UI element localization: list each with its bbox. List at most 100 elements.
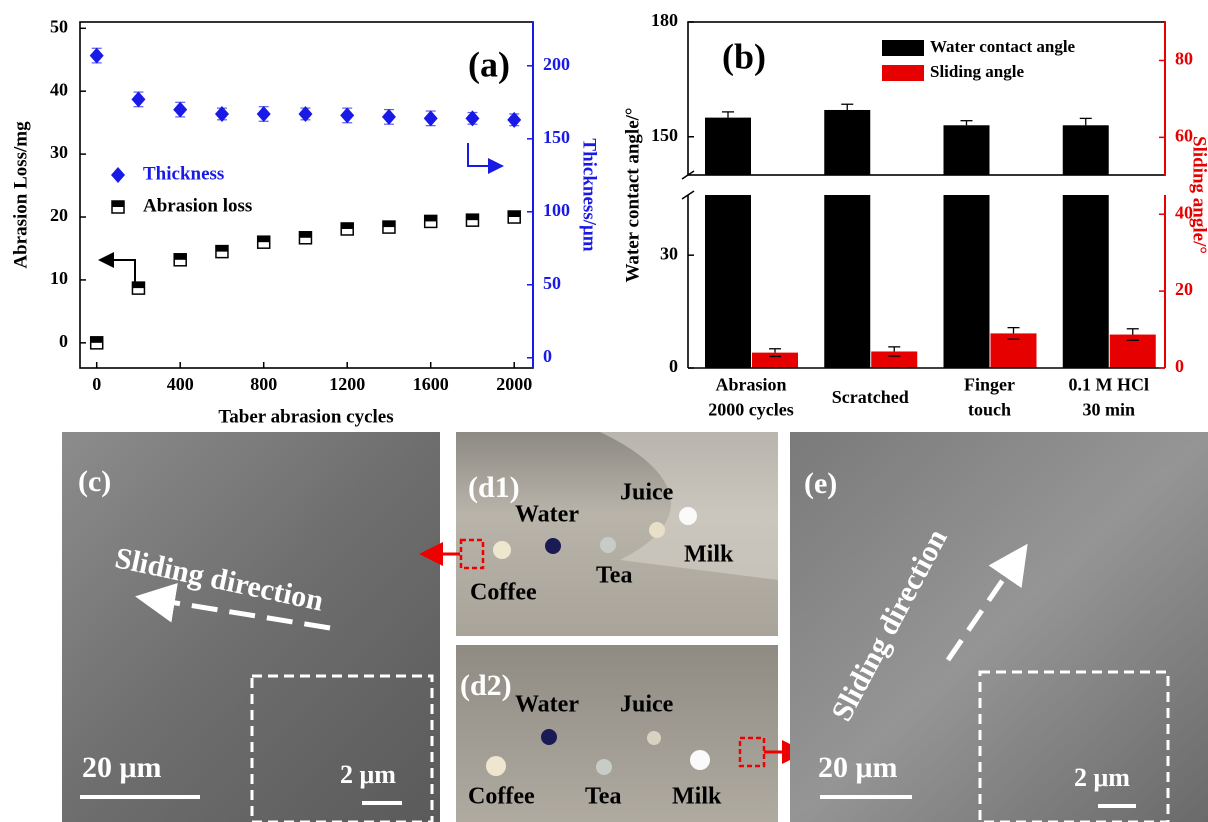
y-tick-label: 40 <box>50 79 68 99</box>
x-tick-label: 0.1 M HCl <box>1069 375 1150 395</box>
marker <box>382 109 396 125</box>
y-tick-label: 0 <box>669 356 678 376</box>
marker-fill <box>216 246 228 252</box>
y2-tick-label: 150 <box>543 127 570 147</box>
bar <box>752 353 798 368</box>
y-axis-label: Water contact angle/° <box>622 107 643 282</box>
liquid-label: Water <box>515 692 579 718</box>
marker-fill <box>174 254 186 260</box>
droplet <box>600 537 616 553</box>
liquid-label: Juice <box>620 480 674 506</box>
panel-label: (a) <box>468 44 510 84</box>
legend-label: Water contact angle <box>930 37 1076 56</box>
axis-break-gap <box>684 175 1169 195</box>
x-tick-label: 2000 <box>496 374 532 394</box>
x-tick-label: 2000 cycles <box>708 400 793 420</box>
marker-fill <box>466 214 478 220</box>
panel-label: (d1) <box>468 471 520 504</box>
panel-label: (c) <box>78 465 111 498</box>
y-tick-label: 10 <box>50 268 68 288</box>
marker <box>90 48 104 64</box>
droplet <box>545 538 561 554</box>
y-tick-label: 50 <box>50 16 68 36</box>
y-axis-label: Abrasion Loss/mg <box>10 121 31 269</box>
legend-label: Thickness <box>143 163 224 184</box>
y-tick-label: 30 <box>660 243 678 263</box>
legend-swatch <box>882 40 924 56</box>
legend-label: Sliding angle <box>930 62 1024 81</box>
bar <box>824 110 870 368</box>
error-bar <box>722 112 734 118</box>
y2-tick-label: 50 <box>543 273 561 293</box>
figure: (c) Sliding direction 20 μm 2 μm (d1) Wa… <box>0 0 1208 822</box>
marker-fill <box>341 223 353 229</box>
liquid-label: Juice <box>620 692 674 718</box>
panel-d2: (d2) Water Juice Coffee Tea Milk <box>456 645 800 822</box>
bar <box>944 125 990 368</box>
x-tick-label: 1600 <box>413 374 449 394</box>
y2-axis-label: Thickness/μm <box>579 138 600 251</box>
x-tick-label: Scratched <box>832 387 909 407</box>
bar <box>871 351 917 368</box>
marker-fill <box>425 215 437 221</box>
droplet <box>647 731 661 745</box>
liquid-label: Tea <box>585 784 621 810</box>
panel-label: (b) <box>722 36 766 76</box>
y2-axis-label: Sliding angle/° <box>1189 136 1208 254</box>
error-bar <box>1080 118 1092 125</box>
marker <box>257 106 271 122</box>
x-tick-label: 0 <box>92 374 101 394</box>
axis-arrow <box>102 260 135 292</box>
axis-arrow <box>468 143 500 166</box>
x-tick-label: 1200 <box>329 374 365 394</box>
y2-tick-label: 0 <box>1175 356 1184 376</box>
chart-a: (a) Taber abrasion cycles Abrasion Loss/… <box>10 22 599 427</box>
inset-scale-label: 2 μm <box>1074 763 1130 792</box>
scale-bar-label: 20 μm <box>82 751 162 784</box>
marker-fill <box>508 211 520 217</box>
marker <box>131 91 145 107</box>
y-tick-label: 180 <box>651 10 678 30</box>
x-tick-label: 800 <box>250 374 277 394</box>
droplet <box>541 729 557 745</box>
marker-fill <box>258 236 270 242</box>
liquid-label: Water <box>515 502 579 528</box>
droplet <box>486 756 506 776</box>
error-bar <box>841 104 853 110</box>
bar <box>705 118 751 368</box>
y2-tick-label: 60 <box>1175 125 1193 145</box>
liquid-label: Coffee <box>468 784 535 810</box>
liquid-label: Milk <box>672 784 722 810</box>
marker <box>111 167 125 183</box>
x-tick-label: touch <box>968 400 1011 420</box>
legend-label: Abrasion loss <box>143 195 252 216</box>
y-tick-label: 0 <box>59 331 68 351</box>
y2-tick-label: 100 <box>543 200 570 220</box>
scale-bar-label: 20 μm <box>818 751 898 784</box>
bar <box>1110 335 1156 368</box>
marker-fill <box>383 221 395 227</box>
droplet <box>493 541 511 559</box>
bar <box>1063 125 1109 368</box>
x-tick-label: Finger <box>964 375 1015 395</box>
y2-tick-label: 20 <box>1175 279 1193 299</box>
y2-tick-label: 200 <box>543 54 570 74</box>
marker <box>173 102 187 118</box>
y-tick-label: 150 <box>651 125 678 145</box>
marker-fill <box>112 201 124 207</box>
inset-scale-label: 2 μm <box>340 760 396 789</box>
marker-fill <box>132 282 144 288</box>
y-tick-label: 20 <box>50 205 68 225</box>
error-bar <box>961 121 973 126</box>
legend-swatch <box>882 65 924 81</box>
y2-tick-label: 80 <box>1175 49 1193 69</box>
droplet <box>690 750 710 770</box>
marker <box>424 110 438 126</box>
droplet <box>679 507 697 525</box>
liquid-label: Coffee <box>470 580 537 606</box>
y-tick-label: 30 <box>50 142 68 162</box>
liquid-label: Tea <box>596 563 632 589</box>
droplet <box>649 522 665 538</box>
x-tick-label: 30 min <box>1082 400 1135 420</box>
panel-c: (c) Sliding direction 20 μm 2 μm <box>62 432 440 822</box>
